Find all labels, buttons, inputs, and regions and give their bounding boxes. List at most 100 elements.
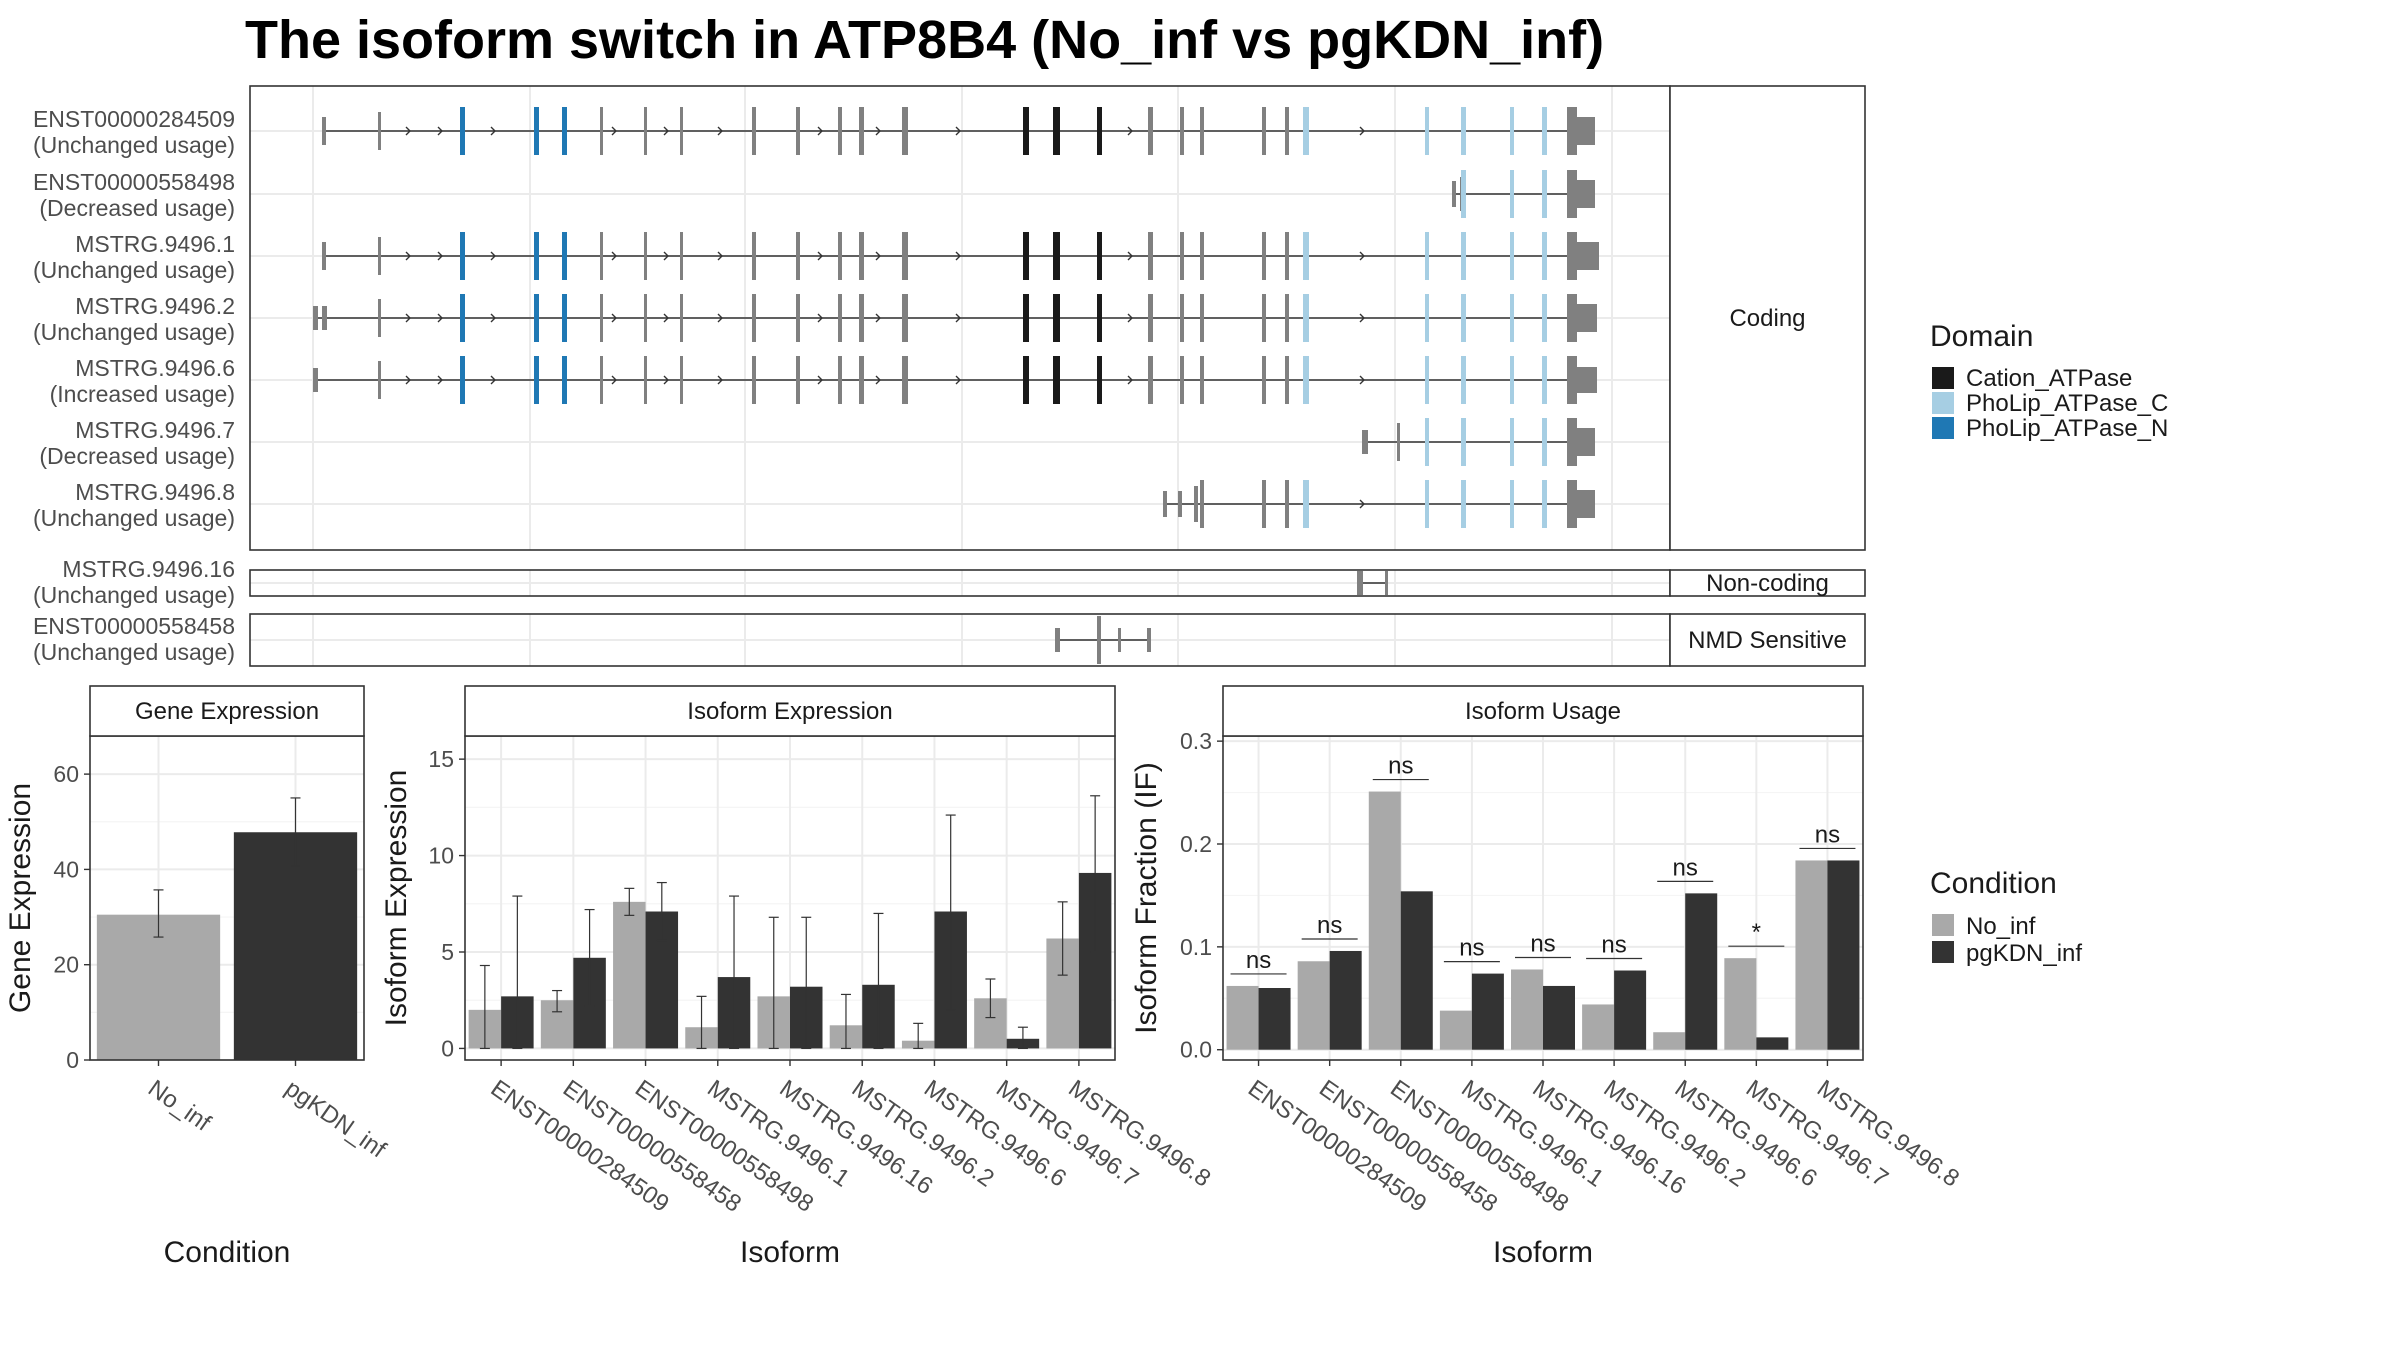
transcript-track-2	[322, 232, 1599, 280]
exon-block	[1285, 107, 1289, 155]
panel-strip-title: Gene Expression	[135, 698, 319, 725]
exon-block	[1425, 232, 1429, 280]
transcript-usage-label: (Decreased usage)	[39, 195, 235, 221]
transcript-id-label: MSTRG.9496.6	[75, 355, 235, 381]
bar-pgKDN_inf	[1614, 970, 1647, 1050]
exon-block	[796, 232, 800, 280]
bar-pgKDN_inf	[1685, 893, 1718, 1050]
bar-No_inf	[1582, 1004, 1615, 1050]
transcript-track-5	[1362, 418, 1595, 466]
bar-No_inf	[1511, 969, 1543, 1050]
strand-arrow	[437, 126, 443, 136]
exon-block	[1542, 356, 1547, 404]
strand-arrow	[663, 375, 669, 385]
exon-block	[752, 107, 756, 155]
exon-block	[1461, 107, 1466, 155]
transcript-track-0	[322, 107, 1595, 155]
exon-block	[1097, 294, 1102, 342]
utr-exon	[322, 306, 327, 330]
panel-strip-title: Isoform Expression	[687, 698, 892, 725]
exon-block	[562, 232, 567, 280]
exon-block	[1510, 418, 1514, 466]
exon-block	[534, 356, 539, 404]
transcript-track-8	[1055, 616, 1151, 664]
panel-strip	[89, 685, 365, 737]
significance-label: ns	[1673, 854, 1698, 881]
y-tick-label: 20	[53, 952, 79, 978]
x-tick-label: pgKDN_inf	[280, 1075, 391, 1164]
exon-block	[1200, 107, 1204, 155]
condition-legend-swatch	[1932, 914, 1954, 936]
utr-exon	[1362, 430, 1368, 454]
exon-block	[1148, 356, 1153, 404]
exon-block	[1097, 232, 1102, 280]
bar-No_inf	[1439, 1010, 1472, 1050]
exon-block	[1053, 232, 1060, 280]
exon-block	[1285, 294, 1289, 342]
transcript-usage-label: (Decreased usage)	[39, 443, 235, 469]
exon-block	[1262, 294, 1266, 342]
transcript-usage-label: (Unchanged usage)	[33, 257, 235, 283]
strand-arrow	[817, 375, 823, 385]
y-axis-title: Gene Expression	[4, 783, 37, 1013]
utr-exon	[322, 117, 326, 145]
exon-block	[752, 356, 756, 404]
strand-arrow	[437, 375, 443, 385]
strand-arrow	[955, 126, 961, 136]
exon-block	[1542, 170, 1547, 218]
exon-block	[1510, 480, 1514, 528]
domain-legend-swatch	[1932, 367, 1954, 389]
utr-exon	[1385, 571, 1388, 595]
strand-arrow	[490, 313, 496, 323]
exon-block	[600, 107, 603, 155]
exon-block	[1023, 232, 1029, 280]
exon-block	[838, 107, 842, 155]
exon-block	[838, 294, 842, 342]
bar-pgKDN_inf	[1329, 950, 1362, 1050]
y-axis-title: Isoform Fraction (IF)	[1130, 762, 1163, 1034]
exon-block	[752, 232, 756, 280]
y-tick-label: 0	[441, 1035, 454, 1061]
exon-block	[1180, 356, 1184, 404]
strand-arrow	[490, 251, 496, 261]
exon-block	[1425, 107, 1429, 155]
exon-block	[1285, 480, 1289, 528]
strand-arrow	[437, 251, 443, 261]
transcript-track-4	[313, 356, 1597, 404]
transcript-usage-label: (Unchanged usage)	[33, 505, 235, 531]
strand-arrow	[875, 375, 881, 385]
exon-block	[1461, 418, 1466, 466]
bar-No_inf	[96, 914, 221, 1060]
exon-block	[1097, 356, 1102, 404]
facet-strip-label: Coding	[1729, 305, 1805, 332]
bar-pgKDN_inf	[1827, 860, 1860, 1050]
strand-arrow	[717, 313, 723, 323]
utr-exon	[1163, 491, 1167, 517]
strand-arrow	[1359, 251, 1365, 261]
exon-block	[796, 107, 800, 155]
exon-block	[534, 232, 539, 280]
strand-arrow	[717, 126, 723, 136]
facet-strip-label: Non-coding	[1706, 570, 1829, 597]
transcript-track-7	[1357, 571, 1388, 595]
exon-block	[1023, 107, 1029, 155]
strand-arrow	[717, 375, 723, 385]
bar-pgKDN_inf	[1543, 985, 1575, 1050]
exon-block	[644, 232, 647, 280]
exon-block	[1425, 294, 1429, 342]
domain-legend-label: Cation_ATPase	[1966, 365, 2132, 392]
transcript-usage-label: (Unchanged usage)	[33, 582, 235, 608]
exon-block	[838, 232, 842, 280]
exon-block	[534, 107, 539, 155]
significance-label: ns	[1388, 753, 1413, 780]
exon-block	[1118, 628, 1121, 652]
exon-block	[680, 356, 683, 404]
transcript-usage-label: (Unchanged usage)	[33, 132, 235, 158]
transcript-track-6	[1163, 480, 1595, 528]
exon-block	[1510, 356, 1514, 404]
exon-block	[859, 107, 864, 155]
strand-arrow	[875, 251, 881, 261]
exon-block	[1180, 107, 1184, 155]
exon-block	[1303, 356, 1309, 404]
